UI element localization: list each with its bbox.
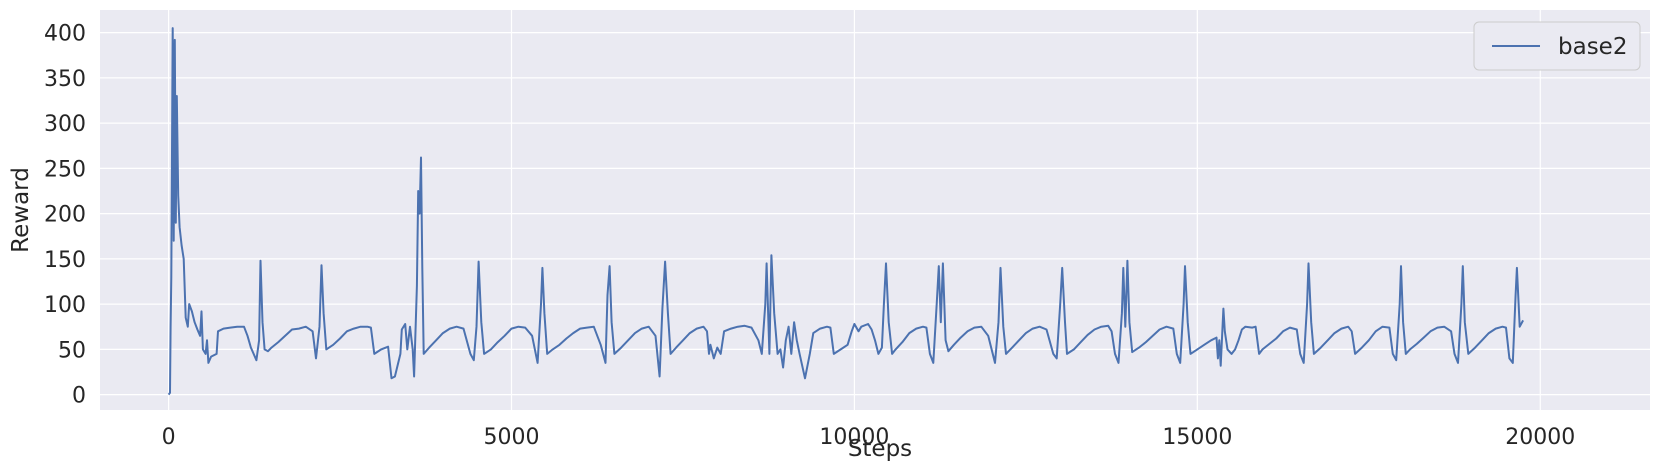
y-axis-label: Reward	[8, 167, 34, 253]
grid	[100, 10, 1650, 410]
plot-area	[100, 10, 1650, 410]
y-tick-label: 300	[44, 112, 86, 137]
legend-label: base2	[1558, 34, 1627, 60]
tick-labels: 0 50 100 150 200 250 300 350 400 0 5000 10000 15000 2…	[44, 22, 1575, 450]
legend-box	[1473, 21, 1641, 71]
series-layer	[167, 27, 1524, 396]
y-tick-label: 100	[44, 293, 86, 318]
legend: base2	[1473, 21, 1641, 71]
y-tick-label: 250	[44, 157, 86, 182]
y-tick-label: 400	[44, 22, 86, 47]
x-tick-label: 20000	[1505, 425, 1575, 450]
x-tick-label: 5000	[484, 425, 540, 450]
x-axis-label: Steps	[848, 436, 912, 462]
y-tick-label: 0	[72, 384, 86, 409]
x-tick-label: 10000	[819, 425, 889, 450]
y-tick-label: 150	[44, 248, 86, 273]
series-line-base2	[167, 27, 1524, 396]
y-tick-label: 200	[44, 203, 86, 228]
y-tick-label: 50	[58, 338, 86, 363]
x-tick-label: 15000	[1162, 425, 1232, 450]
y-tick-label: 350	[44, 67, 86, 92]
x-tick-label: 0	[162, 425, 176, 450]
